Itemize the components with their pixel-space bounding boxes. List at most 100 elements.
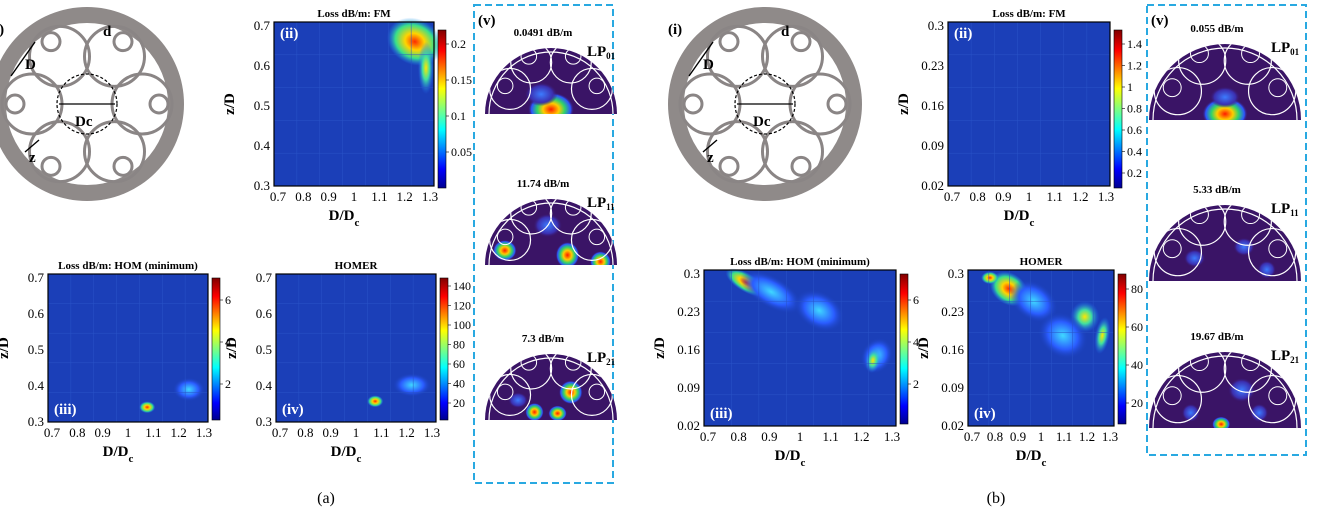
nested-outline [1268, 78, 1288, 98]
x-axis-label-sub: c [800, 457, 805, 469]
x-tick-label: 1.2 [853, 429, 869, 444]
y-axis-label: z/D [224, 337, 240, 359]
jacket-outline [1152, 208, 1298, 281]
homer-map-plot: HOMER 0.7 0.8 0.9 1 1.1 1.2 1.3 0.02 0.09 0.16 0.23… [916, 256, 1143, 469]
mode-loss-value: 5.33 dB/m [1193, 184, 1241, 196]
y-tick-label: 0.4 [28, 378, 45, 393]
x-axis-label: D/Dc [1004, 208, 1035, 229]
nested-tube [148, 93, 170, 115]
x-tick-label: 0.8 [69, 425, 85, 440]
intensity-lobe [1202, 97, 1248, 120]
colorbar-tick-label: 20 [453, 396, 465, 410]
jacket-outline [1152, 47, 1298, 120]
x-axis-label-main: D/D [331, 444, 357, 460]
nested-outline [496, 77, 514, 95]
panel-label: (ii) [280, 26, 298, 42]
colorbar-tick-label: 20 [1131, 396, 1143, 410]
plot-frame [275, 273, 437, 423]
cladding-tube [28, 120, 91, 184]
y-tick-label: 0.6 [28, 306, 45, 321]
y-tick-label: 0.3 [256, 414, 272, 429]
mode-profile-11: 11.74 dB/m LP11 [485, 178, 617, 265]
nested-outline [588, 228, 606, 246]
tube-outline [549, 354, 592, 390]
contour-layer [981, 271, 1111, 359]
tube-outline [1178, 44, 1227, 85]
mode-name-sub: 11 [606, 202, 615, 212]
mode-panel-frame [1146, 4, 1307, 456]
panel-label-i: (i) [0, 22, 4, 38]
y-tick-label: 0.09 [941, 380, 964, 395]
y-tick-label: 0.3 [28, 414, 44, 429]
colorbar-gradient [1117, 273, 1127, 425]
y-tick-label: 0.6 [254, 58, 271, 73]
y-tick-label: 0.02 [921, 178, 944, 193]
x-tick-label: 0.8 [987, 429, 1003, 444]
nested-tube [4, 93, 26, 115]
colorbar-tick-label: 80 [453, 338, 465, 352]
x-axis-label: D/Dc [1016, 448, 1047, 469]
colorbar-tick-label: 60 [1131, 320, 1143, 334]
dim-label-D: D [25, 57, 36, 73]
colorbar-tick-label: 6 [913, 293, 919, 307]
fiber-cross-section: (i) Dd Dc z [0, 7, 184, 201]
mode-name: LP11 [587, 195, 615, 212]
tube-outline [1223, 44, 1272, 85]
intensity-lobe [1250, 403, 1269, 422]
mode-loss-value: 0.0491 dB/m [514, 27, 573, 39]
mode-name-sub: 21 [606, 357, 616, 367]
intensity-lobe [1183, 249, 1206, 268]
x-axis-label-sub: c [354, 217, 359, 229]
cladding-tube [83, 120, 146, 184]
mode-name-main: LP [587, 195, 606, 211]
x-tick-label: 0.7 [270, 189, 287, 204]
plot-frame [273, 21, 435, 187]
cladding-tube [28, 24, 91, 88]
subfigure-caption: (a) [317, 490, 335, 507]
colorbar-tick-label: 1.4 [1127, 37, 1142, 51]
contour-blob [418, 41, 434, 95]
x-axis-label-sub: c [1041, 457, 1046, 469]
fm-map-plot: Loss dB/m: FM 0.7 0.8 0.9 1 1.1 1.2 1.3 0.3 0.4 0.… [222, 8, 472, 229]
colorbar-gradient [1113, 29, 1123, 189]
x-tick-label: 1.1 [371, 189, 387, 204]
x-tick-label: 1.2 [397, 189, 413, 204]
colorbar-tick-label: 0.1 [451, 109, 466, 123]
plot-area [948, 22, 1110, 186]
nested-outline [496, 228, 514, 246]
colorbar: 80 60 40 20 [1117, 273, 1143, 425]
x-tick-label: 1 [1038, 429, 1045, 444]
panel-label-v: (v) [1151, 13, 1169, 29]
nested-tube [790, 31, 812, 53]
nested-outline [1162, 386, 1182, 406]
intensity-lobe [492, 239, 517, 262]
colorbar: 6 4 2 [899, 273, 919, 425]
x-axis-label-main: D/D [1004, 208, 1030, 224]
y-tick-label: 0.16 [941, 342, 964, 357]
x-axis-label-sub: c [1029, 217, 1034, 229]
z-arrow [24, 139, 40, 153]
y-axis-label: z/D [652, 337, 668, 359]
contour-blob [740, 269, 803, 314]
hom-map-plot: Loss dB/m: HOM (minimum) 0.7 0.8 0.9 1 1.1 1.2… [652, 256, 919, 469]
intensity-lobe [524, 82, 558, 107]
cladding-tube [761, 120, 824, 184]
z-arrow [702, 139, 718, 153]
mode-name-main: LP [1271, 348, 1290, 364]
colorbar-tick-label: 1.2 [1127, 59, 1142, 73]
x-tick-label: 0.7 [44, 425, 61, 440]
y-tick-label: 0.09 [921, 138, 944, 153]
y-tick-label: 0.23 [921, 58, 944, 73]
colorbar-tick-label: 4 [913, 335, 919, 349]
x-tick-label: 1 [125, 425, 132, 440]
dim-label-d: d [103, 24, 112, 40]
x-tick-label: 0.8 [295, 189, 311, 204]
plot-title: Loss dB/m: FM [992, 8, 1066, 20]
cladding-tube [761, 24, 824, 88]
intensity-lobe [1228, 377, 1256, 403]
nested-outline [1162, 78, 1182, 98]
x-tick-label: 0.7 [944, 189, 961, 204]
nested-outline [588, 383, 606, 401]
nested-outline [1268, 386, 1288, 406]
